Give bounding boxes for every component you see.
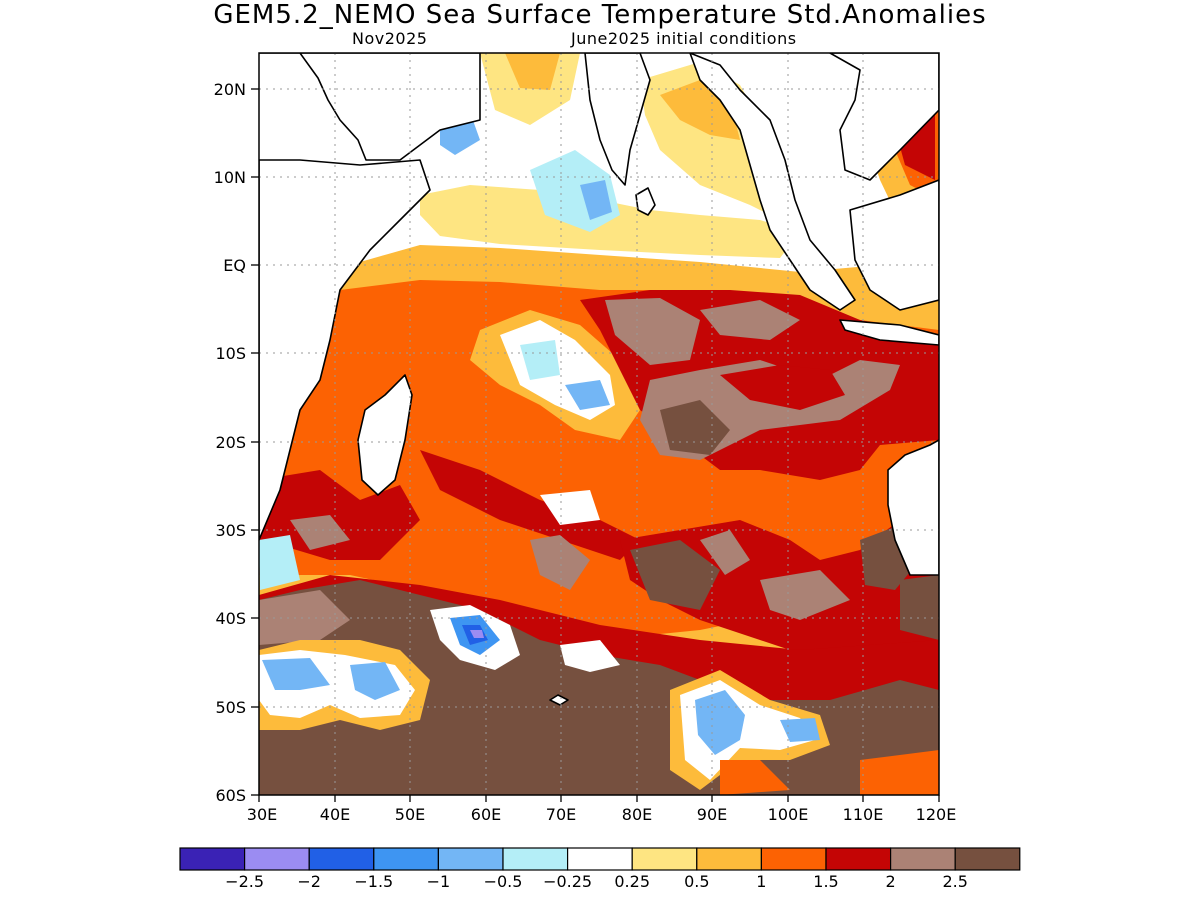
indochina-sumatra	[689, 53, 856, 311]
kerguelen-island	[549, 694, 569, 706]
lat-label: 60S	[215, 786, 246, 805]
colorbar-swatch	[179, 847, 246, 871]
colorbar-label: −1	[427, 872, 451, 891]
lat-label: 40S	[215, 609, 246, 628]
lon-labels: 30E 40E 50E 60E 70E 80E 90E 100E 110E 12…	[247, 805, 957, 824]
map-title: GEM5.2_NEMO Sea Surface Temperature Std.…	[213, 0, 987, 30]
colorbar-swatch	[502, 847, 569, 871]
colorbar-swatch	[244, 847, 310, 871]
colorbar-swatch	[566, 847, 633, 871]
australia	[887, 439, 939, 576]
java	[839, 319, 939, 346]
lon-label: 100E	[768, 805, 809, 824]
colorbar-label: 1	[756, 872, 766, 891]
lon-label: 40E	[320, 805, 350, 824]
colorbar-label: 0.5	[684, 872, 709, 891]
colorbar-label: 0.25	[614, 872, 650, 891]
lon-label: 80E	[622, 805, 652, 824]
colorbar-swatch	[631, 847, 698, 871]
landmasses	[259, 53, 939, 706]
madagascar	[357, 374, 413, 496]
lon-label: 30E	[247, 805, 277, 824]
lon-label: 120E	[916, 805, 957, 824]
borneo	[849, 179, 939, 311]
lat-label: 10S	[215, 344, 246, 363]
colorbar-label: −2	[297, 872, 321, 891]
lon-label: 50E	[395, 805, 425, 824]
lat-label: 10N	[214, 168, 246, 187]
colorbar-swatch	[437, 847, 504, 871]
lat-label: EQ	[223, 256, 246, 275]
colorbar-label: 2	[886, 872, 896, 891]
lon-label: 60E	[471, 805, 501, 824]
map-frame	[258, 52, 940, 796]
lon-label: 110E	[843, 805, 884, 824]
lat-label: 20N	[214, 80, 246, 99]
arabian-peninsula	[259, 53, 481, 161]
africa	[259, 159, 431, 541]
colorbar-swatch	[696, 847, 762, 871]
colorbar-swatch	[308, 847, 375, 871]
graticule	[259, 53, 939, 795]
forecast-month: Nov2025	[352, 29, 428, 48]
india	[584, 53, 651, 186]
colorbar-swatch	[825, 847, 892, 871]
lon-label: 90E	[697, 805, 727, 824]
lon-label: 70E	[546, 805, 576, 824]
colorbar-swatch	[954, 847, 1021, 871]
initial-conditions: June2025 initial conditions	[571, 29, 797, 48]
colorbar-swatch	[889, 847, 956, 871]
colorbar-label: −0.25	[543, 872, 592, 891]
colorbar-label: −1.5	[354, 872, 393, 891]
colorbar-swatch	[760, 847, 827, 871]
sri-lanka	[635, 187, 656, 216]
lat-label: 30S	[215, 521, 246, 540]
colorbar-label: 2.5	[942, 872, 967, 891]
colorbar-label: −2.5	[225, 872, 264, 891]
colorbar-swatch	[373, 847, 439, 871]
colorbar-label: −0.5	[484, 872, 523, 891]
southeast-asia	[829, 53, 939, 181]
colorbar: −2.5 −2 −1.5 −1 −0.5 −0.25 0.25 0.5 1 1.5 2 2.5	[179, 847, 1021, 891]
lat-label: 20S	[215, 433, 246, 452]
axis-ticks	[251, 88, 940, 802]
lat-labels: 20N 10N EQ 10S 20S 30S 40S 50S 60S	[214, 80, 246, 805]
lat-label: 50S	[215, 698, 246, 717]
colorbar-label: 1.5	[813, 872, 838, 891]
